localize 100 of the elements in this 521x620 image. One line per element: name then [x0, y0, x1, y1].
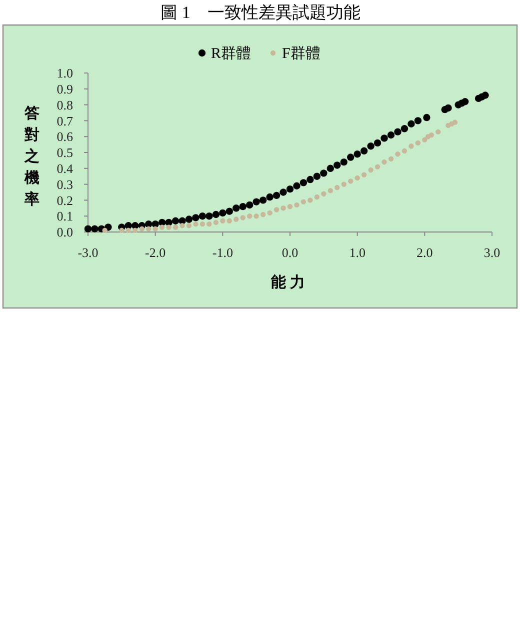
- point: [348, 178, 354, 184]
- point: [400, 125, 408, 132]
- x-tick-label: -3.0: [78, 245, 98, 260]
- point: [102, 228, 108, 234]
- point: [328, 188, 333, 194]
- point: [422, 137, 428, 142]
- point: [387, 131, 395, 139]
- x-tick-label: 3.0: [484, 245, 500, 260]
- point: [414, 117, 422, 124]
- x-tick-label: 1.0: [349, 245, 366, 260]
- point: [287, 204, 293, 210]
- point: [428, 132, 434, 138]
- point: [145, 220, 152, 228]
- point: [308, 198, 313, 203]
- y-tick-label: 0.4: [56, 160, 74, 176]
- point: [206, 212, 213, 220]
- point: [326, 164, 334, 172]
- point: [408, 120, 415, 128]
- point: [334, 162, 341, 169]
- point: [254, 214, 259, 219]
- chart-title: 圖 1 一致性差異試題功能: [160, 3, 360, 22]
- point: [232, 204, 240, 212]
- point: [220, 218, 226, 224]
- point: [354, 175, 360, 181]
- point: [382, 159, 387, 165]
- y-tick-label: 0.8: [56, 97, 73, 112]
- point: [186, 223, 192, 228]
- x-tick-label: 0.0: [282, 245, 298, 260]
- point: [394, 128, 402, 136]
- point: [367, 142, 374, 150]
- x-tick-label: 2.0: [416, 245, 433, 260]
- point: [408, 144, 414, 149]
- point: [461, 98, 469, 106]
- point: [172, 217, 180, 224]
- point: [415, 140, 421, 146]
- point: [374, 139, 382, 147]
- point: [152, 226, 158, 232]
- x-axis-title: 能力: [271, 274, 309, 291]
- point: [380, 134, 388, 142]
- y-tick-label: 0.1: [56, 208, 73, 224]
- y-tick-label: 0.2: [56, 192, 73, 208]
- legend-label: F群體: [282, 45, 320, 62]
- point: [259, 196, 267, 204]
- point: [246, 201, 254, 209]
- point: [185, 216, 193, 223]
- point: [212, 210, 220, 218]
- point: [159, 224, 165, 230]
- x-tick-label: -1.0: [212, 245, 233, 260]
- point: [444, 104, 452, 112]
- y-tick-label: 0.7: [56, 113, 74, 128]
- point: [452, 120, 458, 125]
- legend-label: R群體: [211, 45, 252, 62]
- point: [341, 182, 346, 187]
- point: [360, 147, 368, 155]
- point: [126, 228, 131, 234]
- point: [300, 199, 306, 204]
- point: [436, 129, 441, 134]
- y-tick-label: 0.0: [56, 224, 73, 240]
- y-tick-label: 0.9: [56, 81, 73, 96]
- point: [139, 226, 144, 232]
- point: [240, 215, 246, 220]
- point: [313, 172, 321, 180]
- point: [198, 212, 206, 220]
- point: [234, 216, 239, 222]
- point: [226, 208, 233, 215]
- point: [321, 191, 326, 196]
- point: [334, 184, 340, 190]
- point: [219, 209, 226, 217]
- point: [280, 206, 286, 211]
- y-tick-label: 0.5: [56, 145, 73, 160]
- point: [266, 193, 274, 201]
- point: [274, 207, 280, 212]
- point: [402, 148, 408, 154]
- point: [166, 224, 172, 230]
- point: [395, 151, 400, 157]
- point: [239, 202, 246, 210]
- point: [354, 150, 361, 158]
- point: [272, 192, 280, 200]
- point: [267, 210, 272, 216]
- point: [200, 221, 206, 227]
- point: [119, 228, 124, 234]
- point: [193, 221, 198, 227]
- point: [213, 220, 219, 226]
- point: [314, 194, 320, 200]
- point: [300, 179, 308, 186]
- point: [388, 156, 394, 162]
- point: [286, 185, 294, 193]
- point: [206, 221, 212, 227]
- point: [423, 114, 430, 122]
- point: [192, 214, 200, 222]
- point: [368, 167, 374, 173]
- point: [252, 198, 260, 206]
- point: [306, 176, 314, 184]
- y-axis-title: 答對之機率: [24, 105, 40, 208]
- x-tick-label: -2.0: [145, 245, 166, 260]
- point: [280, 188, 287, 196]
- point: [132, 228, 138, 234]
- point: [361, 172, 367, 178]
- point: [482, 92, 489, 99]
- point: [226, 218, 232, 224]
